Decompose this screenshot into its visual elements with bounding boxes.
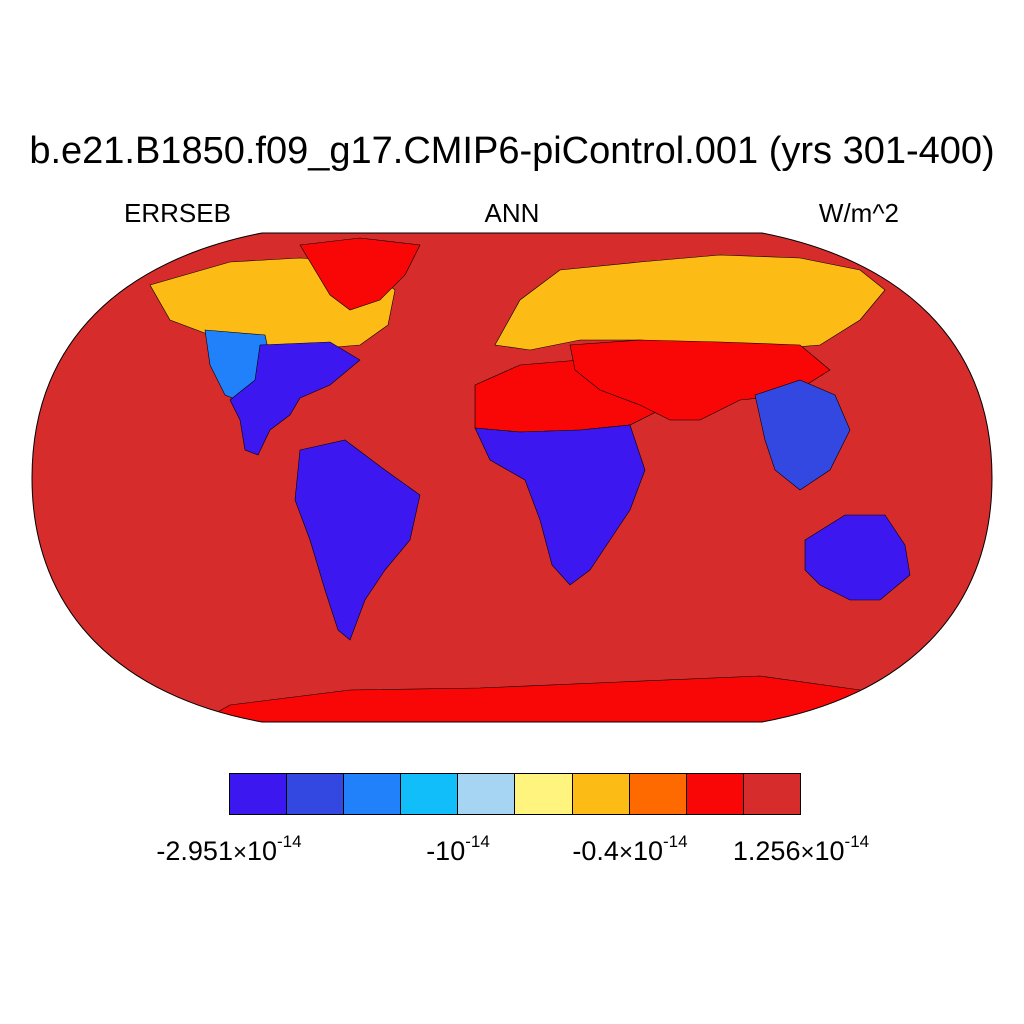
- colorbar-segment-6: [572, 774, 630, 814]
- north-america-east: [229, 341, 361, 456]
- colorbar-segment-9: [743, 774, 800, 814]
- africa-south: [474, 424, 646, 586]
- eurasia: [494, 254, 886, 351]
- colorbar-label-max: 1.256×10-14: [732, 832, 870, 866]
- map-border: [31, 232, 993, 723]
- colorbar-label-min: -2.951×10-14: [156, 832, 302, 866]
- colorbar-label-2: -10-14: [426, 832, 490, 866]
- colorbar-segment-8: [686, 774, 744, 814]
- colorbar-segment-3: [401, 774, 459, 814]
- colorbar-segment-2: [344, 774, 402, 814]
- greenland: [299, 237, 421, 311]
- antarctica: [198, 675, 901, 722]
- colorbar-segment-0: [230, 774, 288, 814]
- colorbar-segment-5: [515, 774, 573, 814]
- colorbar-label-3: -0.4×10-14: [572, 832, 688, 866]
- southeast-asia: [754, 379, 851, 491]
- australia: [804, 514, 911, 601]
- south-america: [294, 439, 421, 641]
- season-label: ANN: [484, 198, 540, 228]
- colorbar: [229, 773, 801, 815]
- units-label: W/m^2: [818, 198, 899, 228]
- central-asia: [569, 339, 831, 421]
- colorbar-segment-1: [287, 774, 345, 814]
- variable-label: ERRSEB: [124, 198, 231, 228]
- colorbar-segment-4: [458, 774, 516, 814]
- plot-title: b.e21.B1850.f09_g17.CMIP6-piControl.001 …: [29, 130, 995, 172]
- colorbar-segment-7: [629, 774, 687, 814]
